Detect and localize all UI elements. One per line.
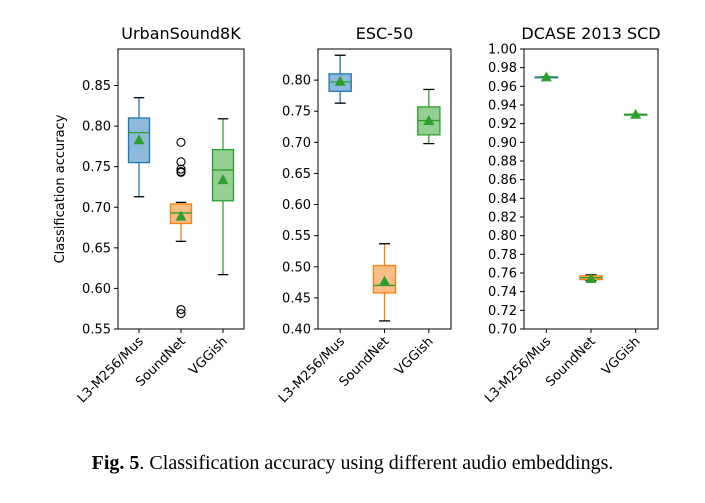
chart-title: ESC-50	[356, 24, 414, 43]
y-tick-label: 0.70	[82, 201, 111, 216]
y-tick-label: 0.60	[282, 198, 311, 213]
y-tick-label: 0.88	[488, 155, 517, 170]
chart-panel-3: DCASE 2013 SCD 0.70 0.72 0.74 0.76 0.78 0.80 0.…	[482, 24, 660, 406]
y-tick-label: 0.94	[488, 99, 517, 114]
x-tick-label: L3-M256/Mus	[482, 334, 554, 406]
mean-marker	[133, 134, 145, 145]
x-tick-label: VGGish	[392, 334, 436, 378]
y-tick-label: 0.70	[488, 323, 517, 338]
box-l3-m256-mus	[127, 97, 151, 198]
axes-frame	[523, 48, 659, 330]
y-tick-label: 0.90	[488, 136, 517, 151]
caption-text: . Classification accuracy using differen…	[139, 452, 614, 474]
y-tick-label: 0.80	[82, 120, 111, 135]
chart-title: UrbanSound8K	[121, 24, 241, 43]
outlier-point	[176, 167, 186, 177]
box-soundnet	[372, 243, 397, 322]
chart-panel-1: UrbanSound8K Classification accuracy 0.55 0…	[53, 24, 245, 406]
y-tick-label: 0.40	[282, 323, 311, 338]
axes-frame	[117, 48, 245, 330]
outlier-point	[176, 309, 186, 319]
caption-label: Fig. 5	[91, 452, 140, 474]
figure-caption: Fig. 5. Classification accuracy using di…	[0, 452, 705, 475]
mean-marker	[540, 71, 552, 82]
y-tick-label: 0.45	[282, 291, 311, 306]
y-tick-label: 0.55	[282, 229, 311, 244]
y-tick-label: 0.72	[488, 304, 517, 319]
chart-panel-2: ESC-50 0.40 0.45 0.50 0.55 0.60 0.65 0.70 0.75 0.…	[276, 24, 452, 406]
x-tick-label: L3-M256/Mus	[276, 334, 348, 406]
mean-marker	[175, 210, 187, 221]
y-tick-label: 1.00	[488, 43, 517, 58]
mean-marker	[423, 115, 435, 125]
mean-marker	[630, 108, 642, 119]
y-tick-label: 0.55	[82, 323, 111, 338]
y-tick-label: 0.76	[488, 267, 517, 282]
box-soundnet	[169, 137, 193, 319]
outlier-point	[176, 164, 186, 174]
y-tick-label: 0.74	[488, 285, 517, 300]
y-tick-label: 0.78	[488, 248, 517, 263]
mean-marker	[379, 275, 390, 286]
y-tick-label: 0.65	[282, 167, 311, 182]
mean-marker	[585, 273, 597, 283]
box-vggish	[417, 88, 441, 145]
y-tick-label: 0.65	[82, 241, 111, 256]
y-tick-label: 0.80	[488, 229, 517, 244]
x-tick-label: L3-M256/Mus	[75, 334, 147, 406]
box-l3-m256-mus	[534, 71, 559, 82]
box-soundnet	[579, 273, 603, 283]
mean-marker	[217, 174, 229, 185]
outlier-point	[176, 137, 186, 147]
y-axis-label: Classification accuracy	[53, 114, 68, 263]
y-tick-label: 0.98	[488, 61, 517, 76]
y-tick-label: 0.85	[82, 79, 111, 94]
box-vggish	[211, 118, 235, 276]
y-tick-label: 0.75	[282, 105, 311, 120]
outlier-point	[176, 304, 186, 315]
y-tick-label: 0.86	[488, 173, 517, 188]
x-tick-label: VGGish	[599, 334, 643, 378]
mean-marker	[334, 75, 346, 86]
y-tick-label: 0.70	[282, 136, 311, 151]
y-tick-label: 0.60	[82, 282, 111, 297]
outlier-point	[176, 157, 186, 167]
y-tick-label: 0.50	[282, 260, 311, 275]
y-tick-label: 0.92	[488, 117, 517, 132]
y-tick-label: 0.82	[488, 211, 517, 226]
y-tick-label: 0.80	[282, 74, 311, 89]
chart-title: DCASE 2013 SCD	[521, 24, 660, 43]
y-tick-label: 0.75	[82, 160, 111, 175]
y-tick-label: 0.84	[488, 192, 517, 207]
box-vggish	[623, 108, 648, 119]
x-tick-label: VGGish	[187, 334, 231, 378]
y-tick-label: 0.96	[488, 80, 517, 95]
box-l3-m256-mus	[328, 54, 352, 104]
axes-frame	[317, 48, 452, 330]
